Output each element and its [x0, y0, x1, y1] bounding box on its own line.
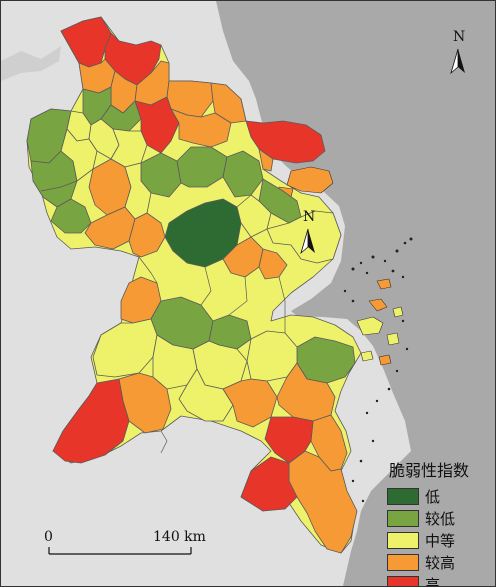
outside-water	[1, 46, 61, 81]
district-red-southwest	[52, 378, 130, 464]
district-east-yellow-1	[236, 194, 272, 238]
boundary-line-1	[40, 180, 78, 192]
outside-land-north	[1, 1, 215, 51]
legend-item-medium: 中等	[387, 529, 491, 551]
island-zhoushan-1	[356, 316, 384, 336]
island-zhoushan-2	[368, 298, 388, 312]
island-chongming	[286, 166, 334, 194]
legend-label: 低	[425, 487, 441, 506]
district-red-se-2	[240, 456, 298, 512]
district-west-green-2	[30, 150, 78, 208]
boundary-line-6	[160, 430, 168, 454]
boundary-line-2	[138, 256, 158, 284]
scale-start-label: 0	[44, 529, 53, 545]
legend-swatch	[387, 487, 419, 505]
district-center-green-3	[222, 150, 264, 198]
district-orange-w-center	[128, 212, 166, 258]
legend: 脆弱性指数 低 较低 中等 较高 高	[387, 457, 491, 587]
sea-islets	[343, 237, 413, 503]
legend-swatch	[387, 531, 419, 549]
district-south-orange-2	[222, 378, 278, 428]
island-zhoushan-7	[392, 306, 404, 318]
district-south-yellow-5	[178, 368, 234, 422]
boundary-line-5	[278, 276, 286, 333]
boundary-line-4	[228, 276, 248, 316]
island-zhoushan-3	[376, 278, 392, 290]
legend-swatch	[387, 509, 419, 527]
legend-title: 脆弱性指数	[389, 461, 470, 480]
district-south-orange-5	[288, 450, 358, 554]
district-red-center	[134, 96, 180, 154]
district-orange-mid-2	[258, 248, 288, 280]
legend-item-higher: 较高	[387, 551, 491, 573]
legend-swatch	[387, 553, 419, 571]
legend-label: 高	[425, 575, 441, 587]
district-red-se-1	[264, 416, 314, 464]
island-zhoushan-5	[360, 350, 374, 362]
district-orange-east	[170, 108, 232, 148]
legend-swatch	[387, 575, 419, 586]
legend-label: 较高	[425, 553, 456, 572]
boundary-line-3	[200, 266, 212, 306]
district-west-green-3	[50, 198, 92, 234]
district-red-coast	[245, 120, 326, 164]
legend-item-low: 低	[387, 485, 491, 507]
district-east-yellow-2	[266, 210, 342, 264]
legend-label: 较低	[425, 509, 456, 528]
legend-item-lower: 较低	[387, 507, 491, 529]
island-zhoushan-6	[378, 354, 392, 366]
north-arrow-icon-2	[300, 228, 315, 255]
district-red-coast-2	[258, 148, 274, 172]
north-label-2: N	[303, 209, 316, 225]
scale-bar	[48, 547, 192, 555]
island-zhoushan-4	[386, 332, 400, 346]
legend-label: 中等	[425, 531, 456, 550]
north-arrow-icon	[450, 48, 465, 75]
scale-end-label: 140 km	[153, 529, 206, 545]
north-label: N	[453, 29, 466, 45]
legend-item-high: 高	[387, 573, 491, 587]
district-north-orange-5	[210, 82, 247, 124]
